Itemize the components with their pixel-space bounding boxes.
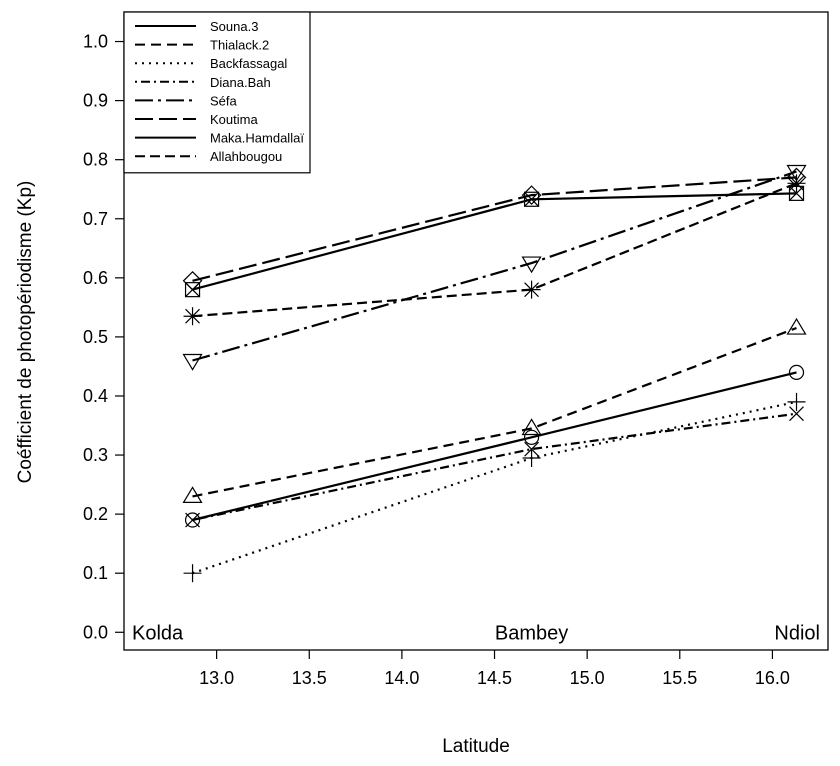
data-point-diana-bah-2 [789,406,804,422]
x-tick-label: 13.5 [292,668,327,688]
legend-box [123,11,311,174]
series-allahbougou [183,174,806,326]
annotation-ndiol: Ndiol [774,622,820,644]
data-point-allahbougou-2 [787,174,806,193]
series-line-allahbougou [192,182,797,318]
y-tick-label: 0.4 [83,386,108,406]
y-tick-label: 0.1 [83,563,108,583]
series-line-sefa [192,170,797,362]
data-point-allahbougou-0 [183,307,202,326]
legend-item-diana-bah: Diana.Bah [135,75,271,90]
data-point-diana-bah-1 [524,441,540,457]
y-tick-label: 0.6 [83,268,108,288]
y-tick-label: 0.3 [83,445,108,465]
series-line-backfassagal [192,400,797,575]
series-line-thialack-2 [192,326,797,498]
data-point-souna-3-0 [184,512,201,528]
series-souna-3 [184,364,805,528]
legend-label: Séfa [210,93,238,108]
x-tick-label: 14.0 [384,668,419,688]
data-point-sefa-0 [182,353,203,371]
data-point-thialack-2-2 [786,317,807,335]
legend: Souna.3 Thialack.2 Backfassagal Diana.Bah Sé… [123,11,311,174]
data-point-thialack-2-1 [521,418,542,436]
legend-label: Allahbougou [210,149,282,164]
x-axis: 13.0 13.5 14.0 14.5 15.0 15.5 16.0 [199,650,790,688]
annotations: Kolda Bambey Ndiol [132,622,820,644]
legend-item-koutima: Koutima [135,112,258,127]
annotation-kolda: Kolda [132,622,184,644]
data-point-souna-3-1 [523,429,540,445]
y-tick-label: 0.9 [83,91,108,111]
x-tick-label: 14.5 [477,668,512,688]
data-point-allahbougou-1 [522,280,541,299]
x-tick-label: 16.0 [755,668,790,688]
data-point-maka-hamdallai-0 [184,282,201,298]
x-tick-label: 15.5 [662,668,697,688]
data-point-backfassagal-2 [787,392,806,411]
y-tick-label: 0.5 [83,327,108,347]
series-thialack-2 [182,317,807,504]
legend-item-backfassagal: Backfassagal [135,56,287,71]
legend-label: Diana.Bah [210,75,271,90]
data-point-diana-bah-0 [185,512,200,528]
legend-item-maka-hamdallai: Maka.Hamdallaï [135,131,304,146]
series-layer [182,164,807,583]
data-point-thialack-2-0 [182,486,203,504]
y-axis-title: Coéfficient de photopériodisme (Kp) [15,181,36,484]
legend-label: Koutima [210,112,258,127]
data-point-backfassagal-0 [183,564,202,583]
legend-label: Souna.3 [210,19,258,34]
legend-item-allahbougou: Allahbougou [135,149,282,164]
series-backfassagal [183,392,806,583]
y-axis: 0.0 0.1 0.2 0.3 0.4 0.5 0.6 0.7 0.8 0.9 1.0 [83,32,124,642]
series-line-koutima [192,176,797,282]
annotation-bambey: Bambey [495,622,568,644]
legend-label: Maka.Hamdallaï [210,131,304,146]
x-tick-label: 15.0 [570,668,605,688]
series-line-diana-bah [192,412,797,522]
series-line-maka-hamdallai [192,192,797,291]
legend-label: Thialack.2 [210,38,269,53]
data-point-souna-3-2 [788,364,805,380]
legend-item-sefa: Séfa [135,93,238,108]
y-tick-label: 0.0 [83,622,108,642]
x-tick-label: 13.0 [199,668,234,688]
y-tick-label: 0.2 [83,504,108,524]
series-maka-hamdallai [184,185,805,298]
plot-frame [123,11,829,651]
legend-label: Backfassagal [210,56,287,71]
series-line-souna-3 [192,371,797,522]
series-diana-bah [185,406,804,528]
legend-item-souna-3: Souna.3 [135,19,258,34]
y-tick-label: 1.0 [83,32,108,52]
data-point-sefa-1 [521,256,542,274]
y-tick-label: 0.8 [83,150,108,170]
data-point-backfassagal-1 [522,449,541,468]
series-koutima [182,167,807,291]
y-tick-label: 0.7 [83,209,108,229]
x-axis-title: Latitude [442,736,510,757]
data-point-maka-hamdallai-1 [523,191,540,207]
legend-item-thialack-2: Thialack.2 [135,38,269,53]
